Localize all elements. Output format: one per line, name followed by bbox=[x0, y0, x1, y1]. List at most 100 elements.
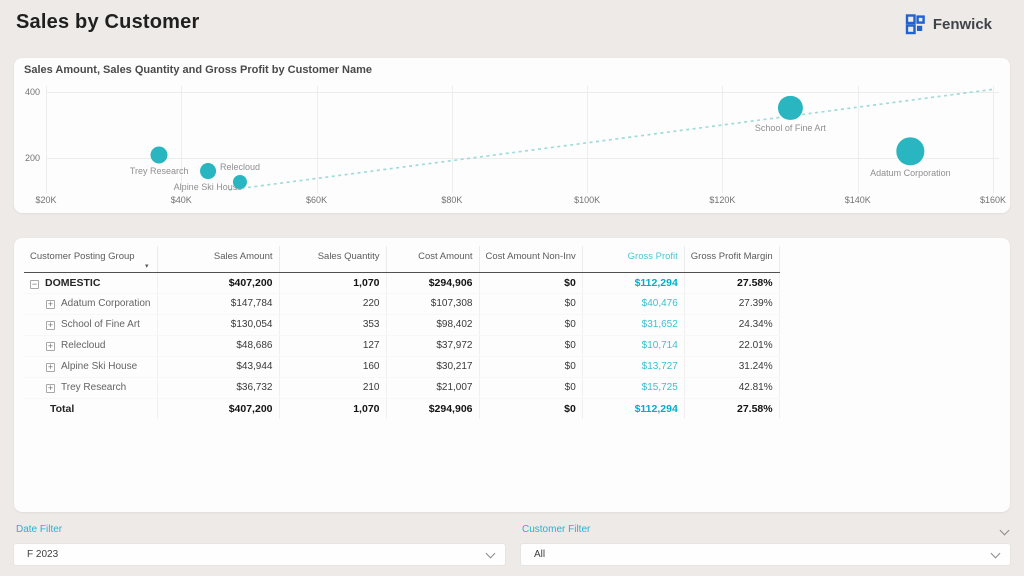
chart-bubble-label: Alpine Ski House bbox=[173, 182, 243, 193]
value-cell[interactable]: $43,944 bbox=[157, 356, 280, 378]
value-cell[interactable]: $407,200 bbox=[157, 397, 280, 419]
filter-pane-collapse-icon[interactable] bbox=[999, 525, 1010, 536]
value-cell[interactable]: $13,727 bbox=[582, 356, 685, 378]
chart-bubble-label: Adatum Corporation bbox=[870, 168, 951, 179]
value-cell[interactable]: $0 bbox=[479, 377, 583, 399]
column-header[interactable]: Sales Quantity bbox=[279, 246, 387, 273]
value-cell[interactable]: 1,070 bbox=[279, 272, 387, 294]
row-label-cell[interactable]: + Trey Research bbox=[24, 377, 158, 399]
y-axis-tick-label: 200 bbox=[24, 153, 40, 163]
row-label: Total bbox=[50, 402, 75, 415]
value-cell[interactable]: $0 bbox=[479, 356, 583, 378]
value-cell[interactable]: $294,906 bbox=[386, 272, 480, 294]
x-axis-tick-label: $140K bbox=[844, 195, 871, 205]
row-label-cell[interactable]: − DOMESTIC bbox=[24, 272, 158, 294]
value-cell[interactable]: 27.58% bbox=[684, 397, 780, 419]
x-axis-tick-label: $60K bbox=[306, 195, 328, 205]
date-filter-dropdown[interactable]: F 2023 bbox=[14, 544, 505, 565]
expand-icon[interactable]: + bbox=[46, 362, 55, 372]
value-cell[interactable]: $0 bbox=[479, 272, 583, 294]
column-header[interactable]: Sales Amount bbox=[157, 246, 280, 273]
sort-arrow-icon[interactable]: ▾ bbox=[144, 262, 149, 270]
collapse-icon[interactable]: − bbox=[30, 278, 39, 289]
expand-icon[interactable]: + bbox=[46, 299, 55, 309]
chart-bubble[interactable] bbox=[233, 175, 248, 190]
row-label: Alpine Ski House bbox=[61, 361, 138, 372]
column-header[interactable]: Cost Amount bbox=[386, 246, 480, 273]
chart-gridline bbox=[46, 92, 999, 93]
expand-icon[interactable]: + bbox=[46, 383, 55, 393]
value-cell[interactable]: $130,054 bbox=[157, 314, 280, 336]
value-cell[interactable]: $294,906 bbox=[386, 397, 480, 419]
value-cell[interactable]: 27.39% bbox=[684, 293, 780, 315]
value-cell[interactable]: $112,294 bbox=[582, 272, 685, 294]
value-cell[interactable]: $36,732 bbox=[157, 377, 280, 399]
chevron-down-icon bbox=[485, 548, 496, 559]
value-cell[interactable]: 22.01% bbox=[684, 335, 780, 357]
table-row: − DOMESTIC $407,200 1,070 $294,906 $0 $112,294… bbox=[24, 272, 780, 294]
table-row: + Alpine Ski House $43,944 160 $30,217 $0 $13,… bbox=[24, 356, 780, 378]
chart-gridline bbox=[722, 86, 724, 193]
chart-bubble[interactable] bbox=[896, 137, 925, 166]
value-cell[interactable]: $98,402 bbox=[386, 314, 480, 336]
page-title: Sales by Customer bbox=[16, 11, 200, 33]
value-cell[interactable]: $21,007 bbox=[386, 377, 480, 399]
value-cell[interactable]: 31.24% bbox=[684, 356, 780, 378]
column-header[interactable]: Gross Profit bbox=[582, 246, 685, 273]
row-label-cell[interactable]: + Alpine Ski House bbox=[24, 356, 158, 378]
row-label: School of Fine Art bbox=[61, 319, 140, 330]
value-cell[interactable]: $15,725 bbox=[582, 377, 685, 399]
table-row: + Trey Research $36,732 210 $21,007 $0 $15,725… bbox=[24, 377, 780, 399]
scatter-plot-area: $20K $40K $60K $80K $100K $120K $140K $160K 200 4… bbox=[14, 58, 1010, 213]
x-axis-tick-label: $120K bbox=[709, 195, 736, 205]
value-cell[interactable]: $107,308 bbox=[386, 293, 480, 315]
value-cell[interactable]: $48,686 bbox=[157, 335, 280, 357]
column-header[interactable]: Cost Amount Non-Inv bbox=[479, 246, 583, 273]
chart-bubble[interactable] bbox=[150, 146, 168, 164]
value-cell[interactable]: 24.34% bbox=[684, 314, 780, 336]
chart-bubble[interactable] bbox=[778, 95, 803, 120]
row-label-cell[interactable]: Total bbox=[24, 397, 158, 419]
value-cell[interactable]: 220 bbox=[279, 293, 387, 315]
x-axis-tick-label: $160K bbox=[979, 195, 1007, 205]
column-header[interactable]: Customer Posting Group ▾ bbox=[24, 246, 158, 273]
chart-gridline bbox=[857, 86, 859, 193]
table-header-row: Customer Posting Group ▾ Sales Amount Sales… bbox=[24, 246, 780, 273]
value-cell[interactable]: $37,972 bbox=[386, 335, 480, 357]
value-cell[interactable]: 27.58% bbox=[684, 272, 780, 294]
value-cell[interactable]: $147,784 bbox=[157, 293, 280, 315]
chart-gridline bbox=[587, 86, 589, 193]
row-label-cell[interactable]: + Adatum Corporation bbox=[24, 293, 158, 315]
row-label-cell[interactable]: + School of Fine Art bbox=[24, 314, 158, 336]
value-cell[interactable]: 42.81% bbox=[684, 377, 780, 399]
value-cell[interactable]: 210 bbox=[279, 377, 387, 399]
chart-bubble[interactable] bbox=[199, 163, 216, 180]
table-total-row: Total $407,200 1,070 $294,906 $0 $112,294 27.5… bbox=[24, 397, 780, 419]
value-cell[interactable]: $31,652 bbox=[582, 314, 685, 336]
expand-icon[interactable]: + bbox=[46, 320, 55, 330]
row-label-cell[interactable]: + Relecloud bbox=[24, 335, 158, 357]
value-cell[interactable]: 353 bbox=[279, 314, 387, 336]
x-axis-tick-label: $100K bbox=[574, 195, 601, 205]
value-cell[interactable]: $10,714 bbox=[582, 335, 685, 357]
table-row: + Adatum Corporation $147,784 220 $107,308 $0… bbox=[24, 293, 780, 315]
row-label: Trey Research bbox=[61, 382, 127, 393]
row-label: Adatum Corporation bbox=[61, 298, 151, 309]
expand-icon[interactable]: + bbox=[46, 341, 55, 351]
value-cell[interactable]: $0 bbox=[479, 397, 583, 419]
value-cell[interactable]: $0 bbox=[479, 293, 583, 315]
value-cell[interactable]: $112,294 bbox=[582, 397, 685, 419]
table-card: Customer Posting Group ▾ Sales Amount Sales… bbox=[14, 238, 1010, 512]
value-cell[interactable]: $407,200 bbox=[157, 272, 280, 294]
value-cell[interactable]: 1,070 bbox=[279, 397, 387, 419]
customer-filter-dropdown[interactable]: All bbox=[521, 544, 1010, 565]
value-cell[interactable]: $30,217 bbox=[386, 356, 480, 378]
value-cell[interactable]: 127 bbox=[279, 335, 387, 357]
value-cell[interactable]: $40,476 bbox=[582, 293, 685, 315]
value-cell[interactable]: 160 bbox=[279, 356, 387, 378]
value-cell[interactable]: $0 bbox=[479, 335, 583, 357]
column-header[interactable]: Gross Profit Margin bbox=[684, 246, 780, 273]
customer-table: Customer Posting Group ▾ Sales Amount Sales… bbox=[24, 246, 780, 419]
chevron-down-icon bbox=[990, 548, 1001, 559]
value-cell[interactable]: $0 bbox=[479, 314, 583, 336]
